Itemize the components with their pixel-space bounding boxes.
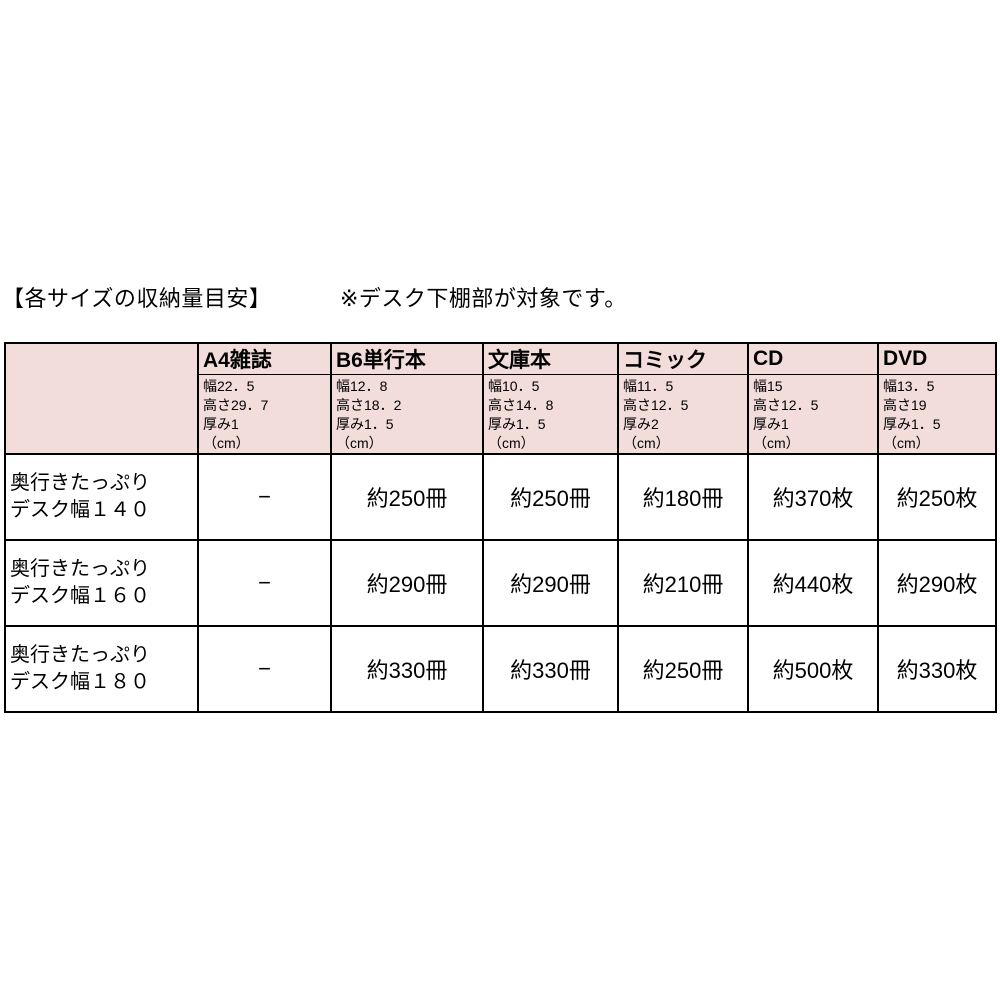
column-header-row: A4雑誌 B6単行本 文庫本 コミック CD DVD bbox=[4, 342, 997, 455]
value-cell: 約250冊 bbox=[330, 453, 484, 541]
value-cell: − bbox=[197, 539, 332, 627]
value-cell: − bbox=[197, 453, 332, 541]
col-dims-comic: 幅11．5 高さ12．5 厚み2 （cm） bbox=[617, 374, 749, 455]
value-cell: 約250冊 bbox=[617, 625, 749, 713]
value-cell: 約290冊 bbox=[482, 539, 619, 627]
col-header-a4-magazine: A4雑誌 bbox=[197, 342, 332, 375]
col-header-cd: CD bbox=[747, 342, 879, 375]
row-label-width180: 奥行きたっぷり デスク幅１８０ bbox=[4, 625, 199, 713]
value-cell: − bbox=[197, 625, 332, 713]
value-cell: 約210冊 bbox=[617, 539, 749, 627]
value-cell: 約370枚 bbox=[747, 453, 879, 541]
dimensions-row: 幅22．5 高さ29．7 厚み1 （cm） 幅12．8 高さ18．2 厚み1．5… bbox=[5, 374, 997, 455]
value-cell: 約500枚 bbox=[747, 625, 879, 713]
col-dims-a4-magazine: 幅22．5 高さ29．7 厚み1 （cm） bbox=[197, 374, 332, 455]
page-title: 【各サイズの収納量目安】 bbox=[2, 286, 272, 311]
value-cell: 約290冊 bbox=[330, 539, 484, 627]
value-cell: 約290枚 bbox=[877, 539, 997, 627]
corner-cell bbox=[4, 342, 199, 455]
note-text: ※デスク下棚部が対象です。 bbox=[340, 286, 627, 311]
row-label-width140: 奥行きたっぷり デスク幅１４０ bbox=[4, 453, 199, 541]
col-dims-bunko: 幅10．5 高さ14．8 厚み1．5 （cm） bbox=[482, 374, 619, 455]
table-row-width160: 奥行きたっぷり デスク幅１６０ − 約290冊 約290冊 約210冊 約440… bbox=[4, 539, 997, 627]
col-dims-dvd: 幅13．5 高さ19 厚み1．5 （cm） bbox=[877, 374, 997, 455]
value-cell: 約330冊 bbox=[482, 625, 619, 713]
table-row-width140: 奥行きたっぷり デスク幅１４０ − 約250冊 約250冊 約180冊 約370… bbox=[4, 453, 997, 541]
capacity-table: A4雑誌 B6単行本 文庫本 コミック CD DVD 幅22．5 高さ29．7 … bbox=[4, 342, 997, 713]
value-cell: 約250枚 bbox=[877, 453, 997, 541]
col-header-dvd: DVD bbox=[877, 342, 997, 375]
col-dims-cd: 幅15 高さ12．5 厚み1 （cm） bbox=[747, 374, 879, 455]
value-cell: 約180冊 bbox=[617, 453, 749, 541]
col-dims-b6-book: 幅12．8 高さ18．2 厚み1．5 （cm） bbox=[330, 374, 484, 455]
value-cell: 約330枚 bbox=[877, 625, 997, 713]
value-cell: 約440枚 bbox=[747, 539, 879, 627]
value-cell: 約330冊 bbox=[330, 625, 484, 713]
value-cell: 約250冊 bbox=[482, 453, 619, 541]
col-header-comic: コミック bbox=[617, 342, 749, 375]
col-header-b6-book: B6単行本 bbox=[330, 342, 484, 375]
table-row-width180: 奥行きたっぷり デスク幅１８０ − 約330冊 約330冊 約250冊 約500… bbox=[4, 625, 997, 713]
col-header-bunko: 文庫本 bbox=[482, 342, 619, 375]
row-label-width160: 奥行きたっぷり デスク幅１６０ bbox=[4, 539, 199, 627]
